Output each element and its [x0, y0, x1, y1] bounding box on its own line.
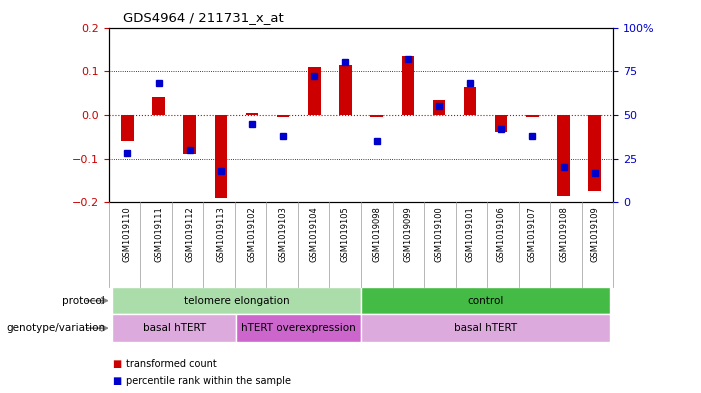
Text: basal hTERT: basal hTERT	[142, 323, 205, 333]
Bar	[526, 115, 538, 117]
Text: GSM1019108: GSM1019108	[559, 207, 568, 263]
Text: GSM1019105: GSM1019105	[341, 207, 350, 263]
Text: GSM1019102: GSM1019102	[247, 207, 257, 263]
Text: GSM1019113: GSM1019113	[217, 207, 225, 263]
Text: basal hTERT: basal hTERT	[454, 323, 517, 333]
Bar	[246, 113, 258, 115]
Bar	[152, 97, 165, 115]
Text: GSM1019110: GSM1019110	[123, 207, 132, 263]
Bar	[111, 287, 361, 314]
Bar	[464, 86, 476, 115]
Bar	[339, 65, 352, 115]
Text: GSM1019099: GSM1019099	[403, 207, 412, 263]
Text: control: control	[468, 296, 504, 306]
Text: genotype/variation: genotype/variation	[6, 323, 105, 333]
Bar	[215, 115, 227, 198]
Text: percentile rank within the sample: percentile rank within the sample	[126, 376, 291, 386]
Bar	[402, 56, 414, 115]
Text: GSM1019101: GSM1019101	[465, 207, 475, 263]
Bar	[557, 115, 570, 196]
Text: GSM1019098: GSM1019098	[372, 207, 381, 263]
Text: GSM1019104: GSM1019104	[310, 207, 319, 263]
Text: GSM1019106: GSM1019106	[497, 207, 505, 263]
Bar	[495, 115, 508, 132]
Text: telomere elongation: telomere elongation	[184, 296, 290, 306]
Bar	[308, 67, 320, 115]
Bar	[121, 115, 134, 141]
Bar	[361, 287, 611, 314]
Text: GSM1019100: GSM1019100	[435, 207, 444, 263]
Text: GSM1019107: GSM1019107	[528, 207, 537, 263]
Text: GSM1019112: GSM1019112	[185, 207, 194, 263]
Bar	[370, 115, 383, 117]
Bar	[184, 115, 196, 154]
Bar	[111, 314, 236, 342]
Text: hTERT overexpression: hTERT overexpression	[241, 323, 356, 333]
Text: ■: ■	[112, 358, 121, 369]
Bar	[277, 115, 290, 117]
Bar	[361, 314, 611, 342]
Bar	[433, 100, 445, 115]
Text: ■: ■	[112, 376, 121, 386]
Text: GDS4964 / 211731_x_at: GDS4964 / 211731_x_at	[123, 11, 283, 24]
Text: protocol: protocol	[62, 296, 105, 306]
Text: GSM1019103: GSM1019103	[278, 207, 287, 263]
Text: transformed count: transformed count	[126, 358, 217, 369]
Text: GSM1019111: GSM1019111	[154, 207, 163, 263]
Bar	[588, 115, 601, 191]
Text: GSM1019109: GSM1019109	[590, 207, 599, 263]
Bar	[236, 314, 361, 342]
